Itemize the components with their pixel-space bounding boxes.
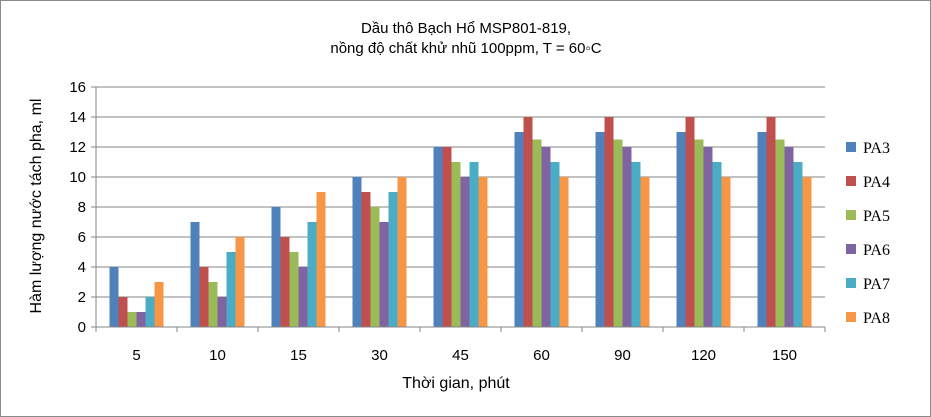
bar-pa5-5: [127, 312, 137, 327]
legend-label-pa8: PA8: [863, 310, 890, 327]
bar-pa6-120: [703, 147, 713, 327]
bar-pa7-45: [469, 162, 479, 327]
bar-pa7-150: [793, 162, 803, 327]
y-tick-label: 12: [69, 139, 86, 156]
legend-label-pa6: PA6: [863, 242, 890, 259]
x-tick-label: 150: [772, 347, 797, 364]
bar-pa6-60: [541, 147, 551, 327]
x-tick-label: 5: [132, 347, 140, 364]
bar-pa5-120: [694, 139, 704, 327]
legend-swatch-pa5: [846, 210, 856, 220]
legend-label-pa4: PA4: [863, 174, 890, 191]
legend-swatch-pa4: [846, 176, 856, 186]
bar-pa4-150: [766, 117, 776, 327]
x-tick-label: 30: [371, 347, 388, 364]
bar-pa4-45: [442, 147, 452, 327]
bar-pa3-45: [433, 147, 443, 327]
x-tick-label: 90: [614, 347, 631, 364]
y-tick-label: 2: [78, 289, 86, 306]
bar-pa3-5: [109, 267, 119, 327]
y-tick-label: 16: [69, 79, 86, 96]
bar-pa5-10: [208, 282, 218, 327]
bar-pa4-90: [604, 117, 614, 327]
bar-pa6-10: [217, 297, 227, 327]
legend-swatch-pa7: [846, 278, 856, 288]
bar-pa6-90: [622, 147, 632, 327]
bar-pa3-90: [595, 132, 605, 327]
bar-pa4-15: [280, 237, 290, 327]
y-tick-label: 8: [78, 199, 86, 216]
bar-pa6-5: [136, 312, 146, 327]
y-tick-labels: 0 2 4 6 8 10 12 14 16: [69, 79, 86, 336]
x-tick-labels: 5 10 15 30 45 60 90 120 150: [132, 347, 797, 364]
bar-pa5-30: [370, 207, 380, 327]
legend-label-pa5: PA5: [863, 208, 890, 225]
y-tick-label: 6: [78, 229, 86, 246]
bar-pa3-150: [757, 132, 767, 327]
legend-swatch-pa8: [846, 312, 856, 322]
bar-pa8-60: [559, 177, 569, 327]
legend-swatch-pa3: [846, 142, 856, 152]
bar-pa4-60: [523, 117, 533, 327]
bar-pa8-5: [154, 282, 164, 327]
legend-label-pa3: PA3: [863, 140, 890, 157]
x-tick-label: 60: [533, 347, 550, 364]
bar-pa7-120: [712, 162, 722, 327]
x-axis-label: Thời gian, phút: [402, 375, 510, 392]
legend-label-pa7: PA7: [863, 276, 890, 293]
bar-pa5-90: [613, 139, 623, 327]
bar-pa4-5: [118, 297, 128, 327]
bar-pa8-120: [721, 177, 731, 327]
bar-pa7-30: [388, 192, 398, 327]
bar-pa3-15: [271, 207, 281, 327]
bar-pa6-45: [460, 177, 470, 327]
chart-title-line-2: nồng độ chất khử nhũ 100ppm, T = 60◦C: [330, 40, 601, 57]
bar-pa4-120: [685, 117, 695, 327]
bar-pa8-150: [802, 177, 812, 327]
bar-pa3-120: [676, 132, 686, 327]
x-tick-label: 120: [691, 347, 716, 364]
y-axis-label: Hàm lượng nước tách pha, ml: [28, 99, 45, 314]
bar-pa3-10: [190, 222, 200, 327]
bar-pa4-10: [199, 267, 209, 327]
y-tick-label: 10: [69, 169, 86, 186]
bar-pa5-150: [775, 139, 785, 327]
legend-swatch-pa6: [846, 244, 856, 254]
bar-pa3-30: [352, 177, 362, 327]
bar-pa5-60: [532, 139, 542, 327]
bar-pa5-15: [289, 252, 299, 327]
bars: [109, 117, 812, 327]
chart-title-line-1: Dầu thô Bạch Hổ MSP801-819,: [361, 20, 571, 37]
y-tick-label: 14: [69, 109, 86, 126]
x-tick-label: 10: [209, 347, 226, 364]
bar-pa8-30: [397, 177, 407, 327]
y-tick-label: 0: [78, 319, 86, 336]
bar-pa6-15: [298, 267, 308, 327]
bar-pa8-15: [316, 192, 326, 327]
bar-pa7-5: [145, 297, 155, 327]
bar-pa5-45: [451, 162, 461, 327]
bar-pa7-10: [226, 252, 236, 327]
bar-pa6-30: [379, 222, 389, 327]
bar-pa7-15: [307, 222, 317, 327]
bar-pa3-60: [514, 132, 524, 327]
y-tick-label: 4: [78, 259, 86, 276]
legend: PA3 PA4 PA5 PA6 PA7 PA8: [846, 140, 890, 327]
x-tick-label: 45: [452, 347, 469, 364]
axes: [91, 86, 826, 332]
bar-pa7-60: [550, 162, 560, 327]
bar-pa8-45: [478, 177, 488, 327]
x-tick-label: 15: [290, 347, 307, 364]
bar-pa6-150: [784, 147, 794, 327]
bar-pa8-90: [640, 177, 650, 327]
bar-pa8-10: [235, 237, 245, 327]
bar-pa7-90: [631, 162, 641, 327]
bar-pa4-30: [361, 192, 371, 327]
